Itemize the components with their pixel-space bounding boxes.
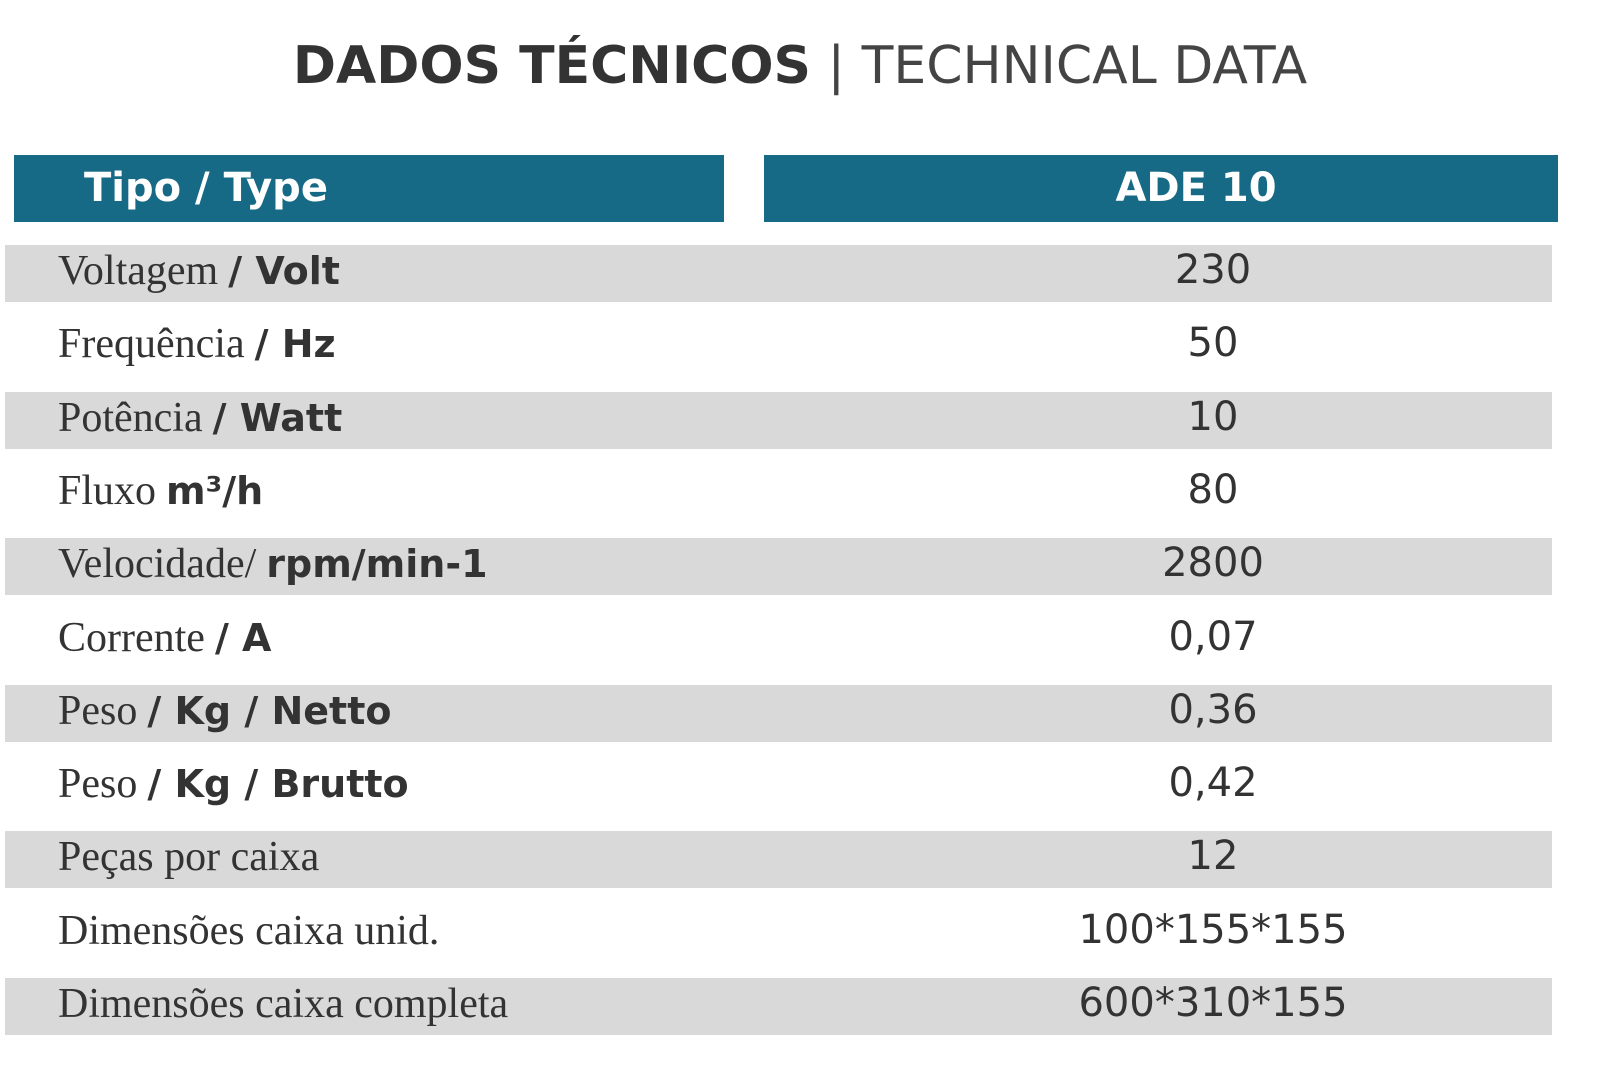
row-label: Peso / Kg / Netto: [58, 687, 391, 735]
row-label: Velocidade/rpm/min-1: [58, 540, 488, 588]
title-bold: DADOS TÉCNICOS: [292, 36, 811, 96]
row-value: 230: [1174, 247, 1252, 293]
label-part: Peso: [58, 761, 138, 808]
label-part: Velocidade/: [58, 541, 257, 588]
row-label: Dimensões caixa completa: [58, 980, 508, 1028]
row-value: 10: [1187, 393, 1239, 440]
row-label: Peças por caixa: [58, 833, 319, 881]
label-part: rpm/min-1: [266, 542, 488, 587]
header-cell: ADE 10: [764, 155, 1558, 222]
label-part: / Hz: [254, 322, 336, 367]
row-value: 50: [1187, 320, 1239, 367]
row-label: Corrente / A: [58, 614, 271, 662]
row-label: Peso / Kg / Brutto: [58, 760, 409, 808]
row-value: 0,42: [1168, 760, 1258, 807]
row-label: Frequência / Hz: [58, 320, 336, 368]
row-value: 100*155*155: [1078, 906, 1348, 953]
row-label: Potência / Watt: [58, 394, 342, 442]
row-band: [5, 831, 1552, 889]
row-band: [5, 684, 1552, 742]
label-part: Fluxo: [58, 467, 157, 514]
row-band: [5, 538, 1552, 596]
row-label: Voltagem / Volt: [58, 247, 340, 295]
label-part: / Kg / Brutto: [147, 762, 409, 807]
label-part: Potência: [58, 394, 203, 441]
label-part: Voltagem: [58, 248, 219, 294]
label-part: / Watt: [212, 395, 343, 440]
header-cell: Tipo / Type: [14, 155, 724, 222]
row-label: Fluxo m³/h: [58, 467, 263, 515]
row-value: 2800: [1162, 540, 1264, 587]
row-value: 0,07: [1168, 613, 1258, 660]
row-band: [5, 978, 1552, 1035]
title-separator: |: [827, 36, 846, 96]
label-part: Dimensões caixa unid.: [58, 907, 440, 954]
label-part: Frequência: [58, 321, 245, 368]
label-part: Corrente: [58, 614, 205, 661]
title-light: TECHNICAL DATA: [861, 36, 1308, 96]
row-band: [5, 391, 1552, 449]
label-part: Dimensões caixa completa: [58, 981, 509, 1027]
label-part: / A: [214, 615, 272, 660]
row-value: 80: [1187, 466, 1239, 513]
label-part: m³/h: [166, 468, 264, 513]
row-value: 600*310*155: [1078, 980, 1348, 1026]
row-band: [5, 245, 1552, 302]
label-part: Peças por caixa: [58, 834, 320, 881]
label-part: / Kg / Netto: [147, 688, 392, 733]
label-part: / Volt: [228, 249, 340, 293]
title: DADOS TÉCNICOS | TECHNICAL DATA: [0, 36, 1600, 96]
row-value: 12: [1187, 833, 1239, 880]
row-value: 0,36: [1168, 686, 1258, 733]
label-part: Peso: [58, 687, 138, 734]
row-label: Dimensões caixa unid.: [58, 907, 439, 955]
